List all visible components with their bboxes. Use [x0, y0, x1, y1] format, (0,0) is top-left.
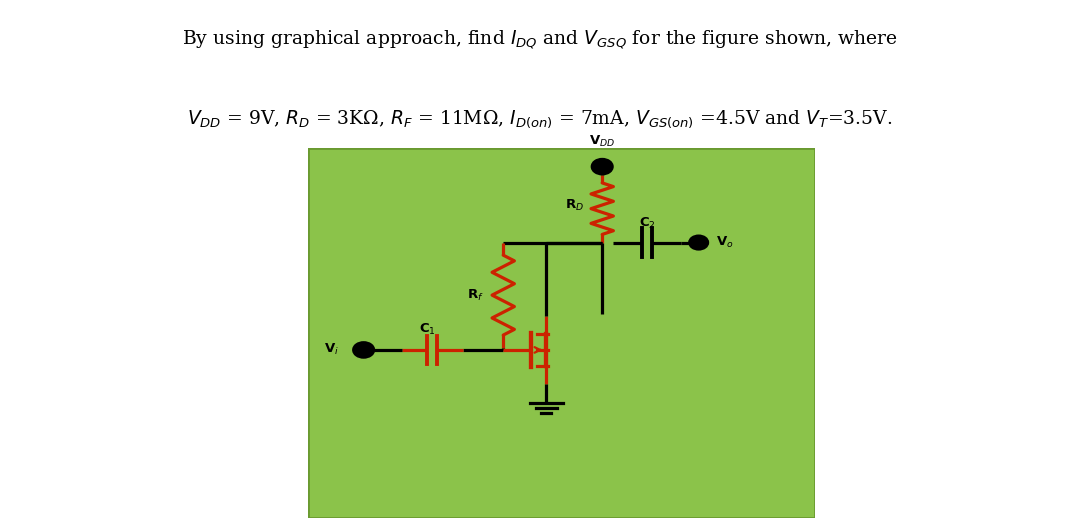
Circle shape [689, 236, 707, 249]
Text: C$_2$: C$_2$ [638, 216, 656, 231]
Text: C$_1$: C$_1$ [419, 322, 435, 337]
Text: V$_o$: V$_o$ [716, 235, 734, 250]
Text: By using graphical approach, find $I_{DQ}$ and $V_{GSQ}$ for the figure shown, w: By using graphical approach, find $I_{DQ… [183, 29, 897, 51]
Text: $V_{DD}$ = 9V, $R_D$ = 3KΩ, $R_F$ = 11MΩ, $I_{D(on)}$ = 7mA, $V_{GS(on)}$ =4.5V : $V_{DD}$ = 9V, $R_D$ = 3KΩ, $R_F$ = 11MΩ… [187, 108, 893, 130]
Text: V$_{DD}$: V$_{DD}$ [589, 134, 616, 149]
Text: V$_i$: V$_i$ [324, 342, 339, 357]
Text: R$_f$: R$_f$ [467, 288, 484, 303]
Circle shape [353, 343, 374, 358]
Circle shape [592, 159, 612, 174]
Text: R$_D$: R$_D$ [565, 197, 584, 213]
